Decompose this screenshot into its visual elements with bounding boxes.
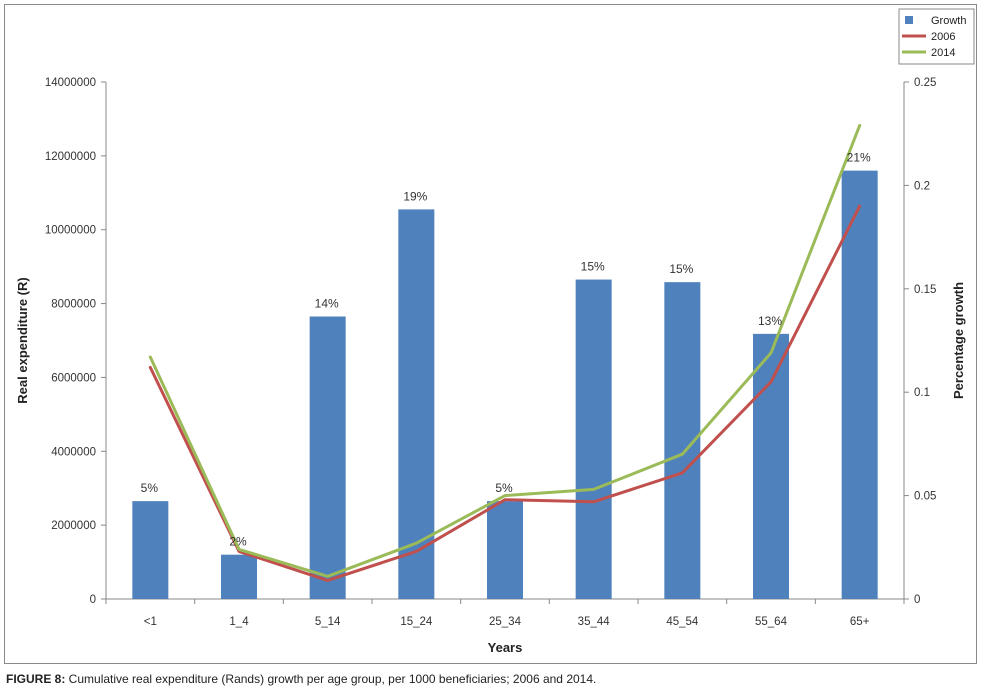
bar bbox=[575, 279, 612, 599]
bar-data-label: 21% bbox=[847, 151, 871, 165]
y-tick-label: 12000000 bbox=[45, 151, 96, 163]
axes-layer: 0 2000000 4000000 6000000 8000000 10000000 120… bbox=[45, 77, 937, 628]
x-tick-label: 55_64 bbox=[755, 616, 788, 628]
y2-tick-label: 0 bbox=[914, 594, 920, 606]
bar-data-label: 5% bbox=[495, 481, 513, 495]
bar bbox=[132, 501, 169, 599]
y2-tick-label: 0.2 bbox=[914, 180, 930, 192]
bar-data-label: 2% bbox=[229, 535, 247, 549]
y2-tick-label: 0.15 bbox=[914, 284, 936, 296]
y2-tick-label: 0.25 bbox=[914, 77, 936, 89]
y-tick-label: 0 bbox=[90, 594, 96, 606]
bar-data-label: 14% bbox=[315, 296, 339, 310]
x-tick-label: <1 bbox=[144, 616, 157, 628]
bar bbox=[398, 209, 435, 599]
y2-tick-label: 0.1 bbox=[914, 387, 930, 399]
series-line-2006 bbox=[148, 204, 862, 582]
y-tick-label: 6000000 bbox=[51, 372, 96, 384]
caption-lead: FIGURE 8: bbox=[6, 672, 66, 686]
y-tick-label: 2000000 bbox=[51, 520, 96, 532]
legend-label-growth: Growth bbox=[931, 15, 966, 27]
bar-data-label: 5% bbox=[141, 481, 159, 495]
bar bbox=[309, 316, 346, 599]
x-tick-label: 1_4 bbox=[229, 616, 249, 628]
caption-text: Cumulative real expenditure (Rands) grow… bbox=[65, 672, 597, 686]
bar bbox=[221, 554, 257, 599]
y-tick-label: 4000000 bbox=[51, 446, 96, 458]
y-axis-title: Real expenditure (R) bbox=[15, 277, 30, 403]
y2-tick-label: 0.05 bbox=[914, 491, 936, 503]
x-axis-title: Years bbox=[488, 640, 523, 655]
x-tick-label: 65+ bbox=[850, 616, 870, 628]
bar bbox=[487, 501, 523, 599]
bar bbox=[753, 333, 789, 599]
legend-label-2014: 2014 bbox=[931, 47, 955, 59]
y-tick-label: 10000000 bbox=[45, 225, 96, 237]
y-tick-label: 8000000 bbox=[51, 299, 96, 311]
chart: 0 2000000 4000000 6000000 8000000 10000000 120… bbox=[15, 8, 975, 655]
legend-label-2006: 2006 bbox=[931, 31, 955, 43]
series-line-2014 bbox=[148, 123, 862, 578]
y-tick-label: 14000000 bbox=[45, 77, 96, 89]
figure-caption: FIGURE 8: Cumulative real expenditure (R… bbox=[6, 672, 596, 686]
x-tick-label: 25_34 bbox=[489, 616, 522, 628]
lines-layer bbox=[148, 123, 862, 582]
bar-data-label: 19% bbox=[403, 189, 427, 203]
bar-data-label: 13% bbox=[758, 314, 782, 328]
bar-data-label: 15% bbox=[581, 260, 605, 274]
legend: Growth 2006 2014 bbox=[898, 8, 975, 65]
bar bbox=[841, 170, 878, 599]
x-tick-label: 35_44 bbox=[578, 616, 611, 628]
data-labels-layer: 5% 2% 14% 19% 5% 15% 15% 13% 21% bbox=[141, 151, 871, 549]
y2-axis-title: Percentage growth bbox=[951, 282, 966, 399]
legend-swatch-growth bbox=[905, 16, 913, 24]
x-tick-label: 45_54 bbox=[666, 616, 699, 628]
bar-data-label: 15% bbox=[669, 262, 693, 276]
x-tick-label: 15_24 bbox=[400, 616, 433, 628]
x-tick-label: 5_14 bbox=[315, 616, 341, 628]
